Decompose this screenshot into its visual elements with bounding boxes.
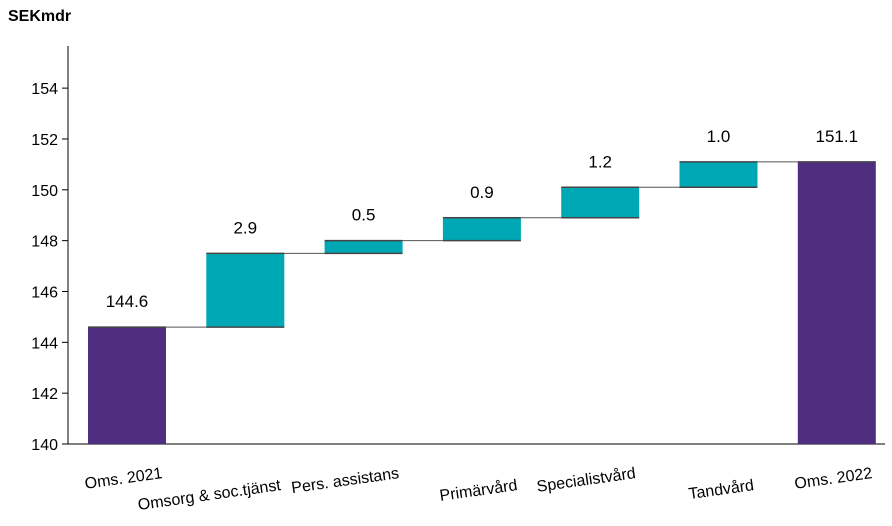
y-tick-label: 140: [31, 437, 58, 454]
category-label: Pers. assistans: [290, 465, 400, 497]
unit-label: SEKmdr: [8, 8, 72, 25]
data-label: 151.1: [816, 127, 859, 146]
bar-delta: [561, 187, 640, 218]
bar-delta: [679, 161, 758, 188]
y-tick-label: 150: [31, 183, 58, 200]
data-label: 1.2: [588, 152, 612, 171]
data-label: 1.0: [707, 127, 731, 146]
y-tick-label: 142: [31, 386, 58, 403]
y-tick-label: 144: [31, 335, 58, 352]
category-label: Tandvård: [687, 476, 755, 503]
y-tick-label: 146: [31, 284, 58, 301]
bars: [88, 161, 876, 444]
bar-total: [88, 327, 166, 444]
y-tick-label: 148: [31, 234, 58, 251]
data-label: 0.9: [470, 183, 494, 202]
data-label: 2.9: [233, 218, 257, 237]
bar-delta: [442, 217, 521, 241]
bar-delta: [324, 240, 403, 254]
y-tick-label: 152: [31, 132, 58, 149]
y-tick-label: 154: [31, 81, 58, 98]
category-label: Oms. 2021: [84, 465, 164, 493]
connectors: [166, 161, 798, 328]
data-labels: 144.6 2.9 0.5 0.9 1.2 1.0 151.1: [106, 127, 858, 311]
bar-delta: [206, 253, 285, 328]
data-label: 144.6: [106, 292, 149, 311]
category-label: Primärvård: [438, 476, 518, 505]
y-axis: 140 142 144 146 148 150 152 154: [31, 46, 885, 454]
bar-total: [797, 161, 876, 444]
category-label: Specialistvård: [536, 464, 637, 496]
category-label: Oms. 2022: [793, 465, 873, 493]
data-label: 0.5: [352, 206, 376, 225]
